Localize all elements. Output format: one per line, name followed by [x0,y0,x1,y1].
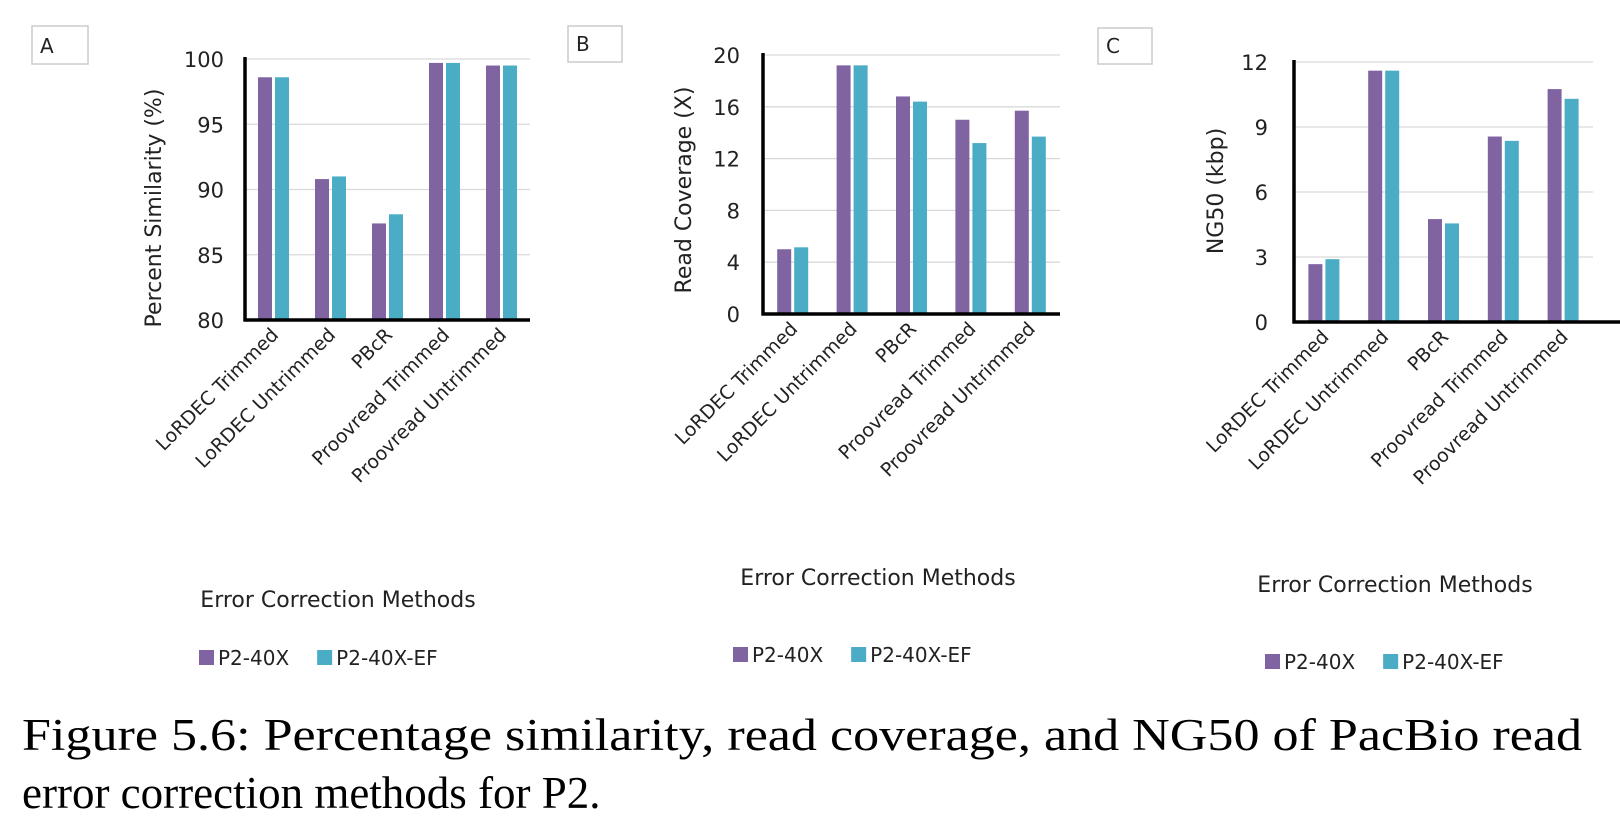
bar-p2-40x-ef-proovread-untrimmed [503,65,517,321]
panel-label-box [1097,27,1153,65]
x-axis-title: Error Correction Methods [200,588,475,613]
bar-p2-40x-ef-lordec-untrimmed [853,65,868,314]
y-axis-title: Percent Similarity (%) [142,89,167,328]
caption-line-1: Figure 5.6: Percentage similarity, read … [22,710,1582,760]
bar-p2-40x-ef-lordec-untrimmed [332,176,346,320]
y-tick-label: 80 [197,309,224,333]
panel-label-box [31,25,89,65]
legend-item: P2-40X-EF [1383,650,1504,674]
y-tick-label: 95 [197,113,224,137]
bar-p2-40x-proovread-trimmed [955,119,970,314]
bar-p2-40x-pbcr [896,96,910,314]
y-tick-label: 85 [197,244,224,268]
y-tick-label: 6 [1255,181,1268,205]
bar-p2-40x-lordec-trimmed [1308,264,1323,322]
y-axis-title: Read Coverage (X) [672,87,697,294]
y-tick-label: 4 [727,251,740,275]
legend-item: P2-40X [733,643,823,667]
caption-line-2: error correction methods for P2. [22,768,601,818]
bar-p2-40x-lordec-untrimmed [315,179,329,320]
legend-label: P2-40X-EF [870,643,972,667]
bar-p2-40x-lordec-untrimmed [836,65,851,314]
x-category-label: PBcR [1403,326,1453,376]
y-tick-label: 12 [713,148,740,172]
bar-p2-40x-proovread-untrimmed [1014,110,1029,314]
y-tick-label: 0 [1255,311,1268,335]
bar-p2-40x-lordec-untrimmed [1368,70,1383,323]
bar-p2-40x-proovread-untrimmed [486,65,500,321]
bar-p2-40x-proovread-trimmed [429,62,443,320]
legend-label: P2-40X [1284,650,1355,674]
x-category-label: PBcR [871,318,921,368]
bar-p2-40x-ef-lordec-trimmed [794,247,809,314]
bar-p2-40x-pbcr [1428,219,1442,322]
legend-swatch [199,650,214,665]
legend-swatch [1265,654,1280,669]
legend-label: P2-40X [752,643,823,667]
legend-item: P2-40X-EF [317,646,438,670]
bar-p2-40x-ef-proovread-untrimmed [1564,98,1579,322]
y-tick-label: 0 [727,303,740,327]
x-axis-title: Error Correction Methods [1257,573,1532,598]
panel-label-box [567,25,623,63]
legend-label: P2-40X-EF [336,646,438,670]
bar-p2-40x-ef-proovread-trimmed [1504,140,1519,322]
y-tick-label: 3 [1255,246,1268,270]
bar-p2-40x-pbcr [372,223,386,320]
x-axis-title: Error Correction Methods [740,566,1015,591]
legend-swatch [851,647,867,662]
bar-p2-40x-ef-lordec-trimmed [275,77,289,321]
legend-label: P2-40X-EF [1402,650,1504,674]
bar-p2-40x-ef-proovread-trimmed [446,62,460,320]
bar-p2-40x-proovread-trimmed [1487,136,1502,322]
bar-p2-40x-ef-proovread-trimmed [972,143,987,314]
bar-p2-40x-ef-lordec-trimmed [1325,259,1340,322]
y-tick-label: 9 [1255,116,1268,140]
legend-item: P2-40X [1265,650,1355,674]
y-tick-label: 20 [713,44,740,68]
y-tick-label: 90 [197,179,224,203]
bar-p2-40x-ef-proovread-untrimmed [1031,136,1046,314]
y-tick-label: 100 [184,48,224,72]
panel-label: B [576,32,590,56]
legend-swatch [317,650,333,665]
bar-p2-40x-ef-pbcr [389,214,403,320]
bar-p2-40x-lordec-trimmed [258,77,272,321]
legend-label: P2-40X [218,646,289,670]
bar-p2-40x-ef-pbcr [913,101,927,315]
y-axis-title: NG50 (kbp) [1204,128,1229,254]
bar-p2-40x-ef-lordec-untrimmed [1385,70,1400,323]
panel-label: C [1106,34,1120,58]
legend-swatch [733,647,748,662]
y-tick-label: 12 [1241,51,1268,75]
y-tick-label: 16 [713,96,740,120]
legend-item: P2-40X-EF [851,643,972,667]
panel-label: A [40,34,54,58]
bar-p2-40x-ef-pbcr [1445,223,1459,322]
bar-p2-40x-proovread-untrimmed [1547,89,1562,322]
legend-item: P2-40X [199,646,289,670]
x-category-label: PBcR [347,324,397,374]
y-tick-label: 8 [727,199,740,223]
bar-p2-40x-lordec-trimmed [777,249,792,314]
legend-swatch [1383,654,1399,669]
